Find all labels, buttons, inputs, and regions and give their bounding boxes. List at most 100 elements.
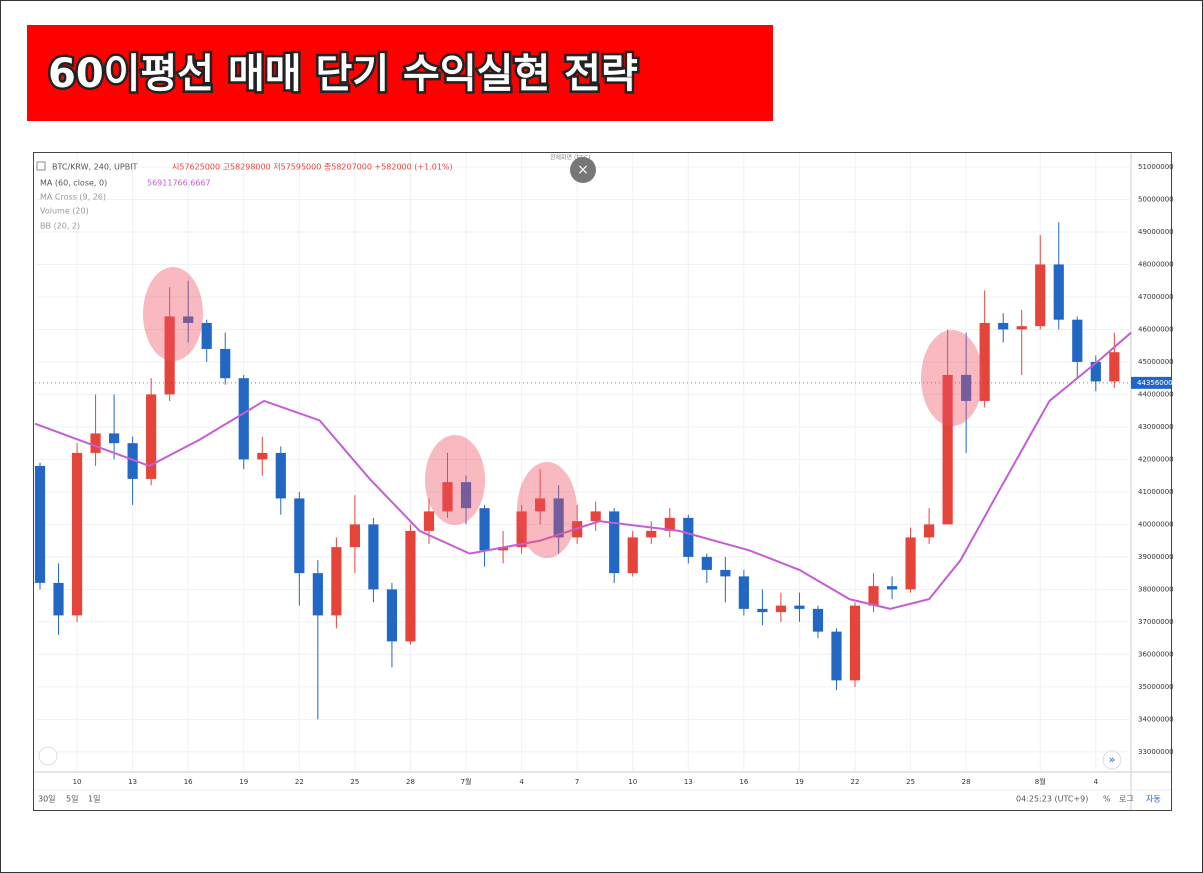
logo-button[interactable] bbox=[38, 746, 58, 766]
candle-body bbox=[998, 322, 1009, 330]
y-tick-label: 35000000 bbox=[1138, 683, 1174, 691]
collapse-icon[interactable] bbox=[36, 161, 46, 171]
candle-body bbox=[108, 433, 120, 444]
candle-body bbox=[646, 530, 657, 538]
x-tick-label: 7월 bbox=[461, 777, 472, 786]
x-tick-label: 16 bbox=[184, 778, 193, 786]
x-tick-label: 7 bbox=[575, 778, 579, 786]
indicator-value: 56911766.6667 bbox=[147, 179, 211, 188]
candle-body bbox=[516, 511, 527, 548]
candle-body bbox=[331, 547, 342, 616]
y-tick-label: 38000000 bbox=[1138, 585, 1174, 593]
candle-body bbox=[386, 589, 398, 642]
candle-body bbox=[1109, 352, 1120, 382]
candle-body bbox=[794, 605, 805, 609]
y-tick-label: 45000000 bbox=[1138, 358, 1174, 366]
candle-body bbox=[886, 586, 898, 590]
last-price-tag bbox=[1131, 376, 1171, 389]
indicator-label: BB (20, 2) bbox=[40, 222, 80, 231]
y-tick-label: 46000000 bbox=[1138, 325, 1174, 333]
scale-button[interactable]: 로그 bbox=[1119, 795, 1134, 804]
indicator-label: MA Cross (9, 26) bbox=[40, 193, 106, 202]
candle-body bbox=[627, 537, 638, 574]
x-tick-label: 8월 bbox=[1035, 777, 1046, 786]
candle-body bbox=[423, 511, 435, 531]
range-button[interactable]: 1일 bbox=[88, 795, 100, 804]
candle-body bbox=[1035, 264, 1046, 327]
candle-body bbox=[683, 517, 694, 557]
scale-button[interactable]: % bbox=[1103, 795, 1111, 804]
x-tick-label: 4 bbox=[1094, 778, 1099, 786]
candle-body bbox=[1016, 326, 1027, 330]
candle-body bbox=[479, 508, 490, 551]
candle-body bbox=[738, 576, 749, 609]
x-tick-label: 13 bbox=[684, 778, 693, 786]
candle-body bbox=[53, 582, 64, 616]
y-tick-label: 40000000 bbox=[1138, 520, 1174, 528]
y-tick-label: 50000000 bbox=[1138, 195, 1174, 203]
y-tick-label: 49000000 bbox=[1138, 228, 1174, 236]
x-tick-label: 4 bbox=[519, 778, 524, 786]
candle-body bbox=[1053, 264, 1064, 320]
candle-body bbox=[942, 374, 953, 525]
candle-body bbox=[905, 537, 916, 590]
tooltip: 전체화면 (ESC) bbox=[550, 154, 590, 162]
highlight bbox=[425, 435, 485, 525]
range-button[interactable]: 30일 bbox=[38, 795, 56, 804]
candle-body bbox=[90, 433, 101, 453]
y-tick-label: 33000000 bbox=[1138, 748, 1174, 756]
candle-body bbox=[238, 378, 249, 460]
range-button[interactable]: 5일 bbox=[66, 795, 78, 804]
clock: 04:25:23 (UTC+9) bbox=[1016, 795, 1088, 804]
x-tick-label: 28 bbox=[962, 778, 971, 786]
x-tick-label: 10 bbox=[628, 778, 637, 786]
highlight bbox=[921, 330, 983, 426]
x-tick-label: 19 bbox=[239, 778, 248, 786]
y-tick-label: 34000000 bbox=[1138, 715, 1174, 723]
chart-frame bbox=[33, 152, 1172, 811]
moving-average-line bbox=[34, 331, 1132, 610]
highlight bbox=[517, 462, 577, 558]
candle-body bbox=[720, 569, 731, 577]
candle-body bbox=[831, 631, 842, 681]
y-tick-label: 39000000 bbox=[1138, 553, 1174, 561]
candle-body bbox=[868, 586, 879, 606]
symbol: BTC/KRW, 240, UPBIT bbox=[52, 163, 138, 172]
candle-body bbox=[535, 498, 546, 512]
candle-body bbox=[127, 443, 138, 479]
candle-body bbox=[590, 511, 601, 522]
y-tick-label: 41000000 bbox=[1138, 488, 1174, 496]
y-tick-label: 43000000 bbox=[1138, 423, 1174, 431]
candle-body bbox=[312, 573, 323, 616]
scale-button[interactable]: 자동 bbox=[1146, 795, 1161, 804]
candle-body bbox=[849, 605, 861, 681]
highlight bbox=[143, 267, 203, 361]
candle-body bbox=[460, 482, 472, 509]
candle-body bbox=[553, 498, 564, 538]
candle-body bbox=[961, 374, 972, 401]
y-tick-label: 44000000 bbox=[1138, 390, 1174, 398]
candle-body bbox=[349, 524, 360, 548]
candle-body bbox=[979, 322, 990, 401]
highlight-circles bbox=[143, 267, 983, 558]
x-tick-label: 22 bbox=[851, 778, 860, 786]
close-button[interactable] bbox=[570, 157, 596, 183]
x-tick-label: 25 bbox=[906, 778, 915, 786]
candle-body bbox=[497, 547, 509, 551]
candle-body bbox=[164, 316, 175, 395]
title-banner bbox=[27, 25, 773, 121]
y-tick-label: 48000000 bbox=[1138, 260, 1174, 268]
y-tick-label: 36000000 bbox=[1138, 650, 1174, 658]
candle-body bbox=[220, 348, 231, 379]
x-tick-label: 13 bbox=[128, 778, 137, 786]
scroll-button[interactable] bbox=[1102, 750, 1122, 770]
x-tick-label: 10 bbox=[73, 778, 82, 786]
candle-body bbox=[775, 605, 787, 613]
y-tick-label: 37000000 bbox=[1138, 618, 1174, 626]
candle-body bbox=[183, 316, 194, 323]
title: 60이평선 매매 단기 수익실현 전략 bbox=[48, 51, 638, 97]
candle-body bbox=[442, 482, 453, 512]
y-tick-label: 51000000 bbox=[1138, 163, 1174, 171]
candle-body bbox=[609, 511, 620, 574]
